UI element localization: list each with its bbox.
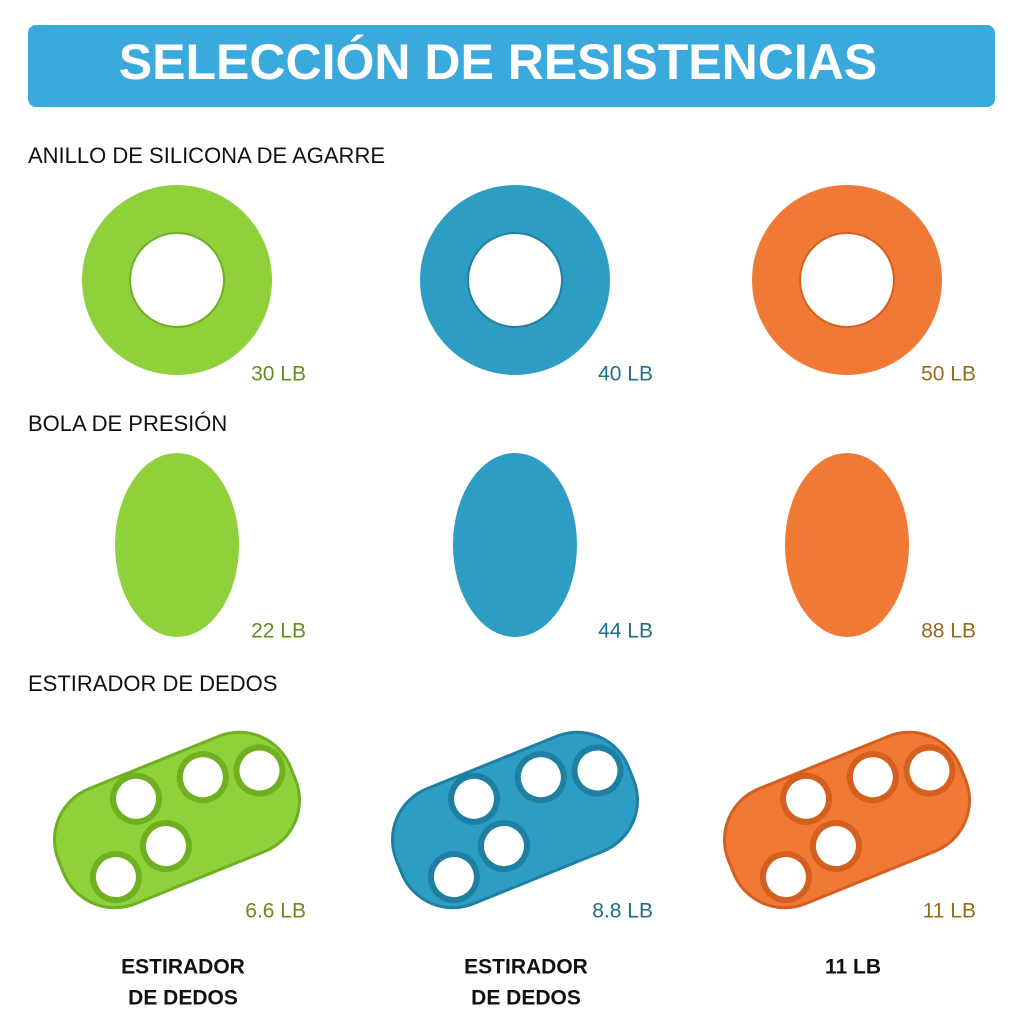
resistance-label: 11 LB (923, 900, 976, 923)
finger-hole (89, 851, 142, 904)
stretcher-body (722, 730, 972, 910)
finger-hole (759, 851, 812, 904)
resistance-label: 50 LB (921, 363, 976, 386)
resistance-label: 22 LB (251, 620, 306, 643)
ring-hole (129, 232, 225, 328)
finger-hole (477, 820, 530, 873)
stress-ball (785, 453, 909, 637)
ring-hole (799, 232, 895, 328)
finger-hole (427, 851, 480, 904)
resistance-label: 40 LB (598, 363, 653, 386)
footer-label: ESTIRADOR (464, 956, 588, 979)
resistance-label: 88 LB (921, 620, 976, 643)
finger-stretcher (52, 730, 302, 910)
section-title: ANILLO DE SILICONA DE AGARRE (28, 143, 385, 168)
stretcher-body (52, 730, 302, 910)
footer-label: 11 LB (825, 956, 881, 979)
finger-hole (139, 820, 192, 873)
footer-label: ESTIRADOR (121, 956, 245, 979)
footer-label: DE DEDOS (128, 987, 238, 1010)
header-title: SELECCIÓN DE RESISTENCIAS (119, 34, 877, 90)
finger-stretcher (722, 730, 972, 910)
ring-hole (467, 232, 563, 328)
stretcher-body (390, 730, 640, 910)
finger-hole (110, 772, 163, 825)
finger-hole (233, 744, 286, 797)
resistance-label: 8.8 LB (592, 900, 653, 923)
footer-label: DE DEDOS (471, 987, 581, 1010)
resistance-label: 44 LB (598, 620, 653, 643)
finger-hole (176, 751, 229, 804)
finger-hole (809, 820, 862, 873)
section-title: ESTIRADOR DE DEDOS (28, 671, 277, 696)
finger-hole (780, 772, 833, 825)
header-bar (28, 25, 995, 107)
finger-hole (903, 744, 956, 797)
section-title: BOLA DE PRESIÓN (28, 411, 227, 436)
stress-ball (115, 453, 239, 637)
finger-hole (448, 772, 501, 825)
finger-hole (846, 751, 899, 804)
finger-stretcher (390, 730, 640, 910)
finger-hole (571, 744, 624, 797)
resistance-label: 30 LB (251, 363, 306, 386)
resistance-label: 6.6 LB (245, 900, 306, 923)
stress-ball (453, 453, 577, 637)
finger-hole (514, 751, 567, 804)
